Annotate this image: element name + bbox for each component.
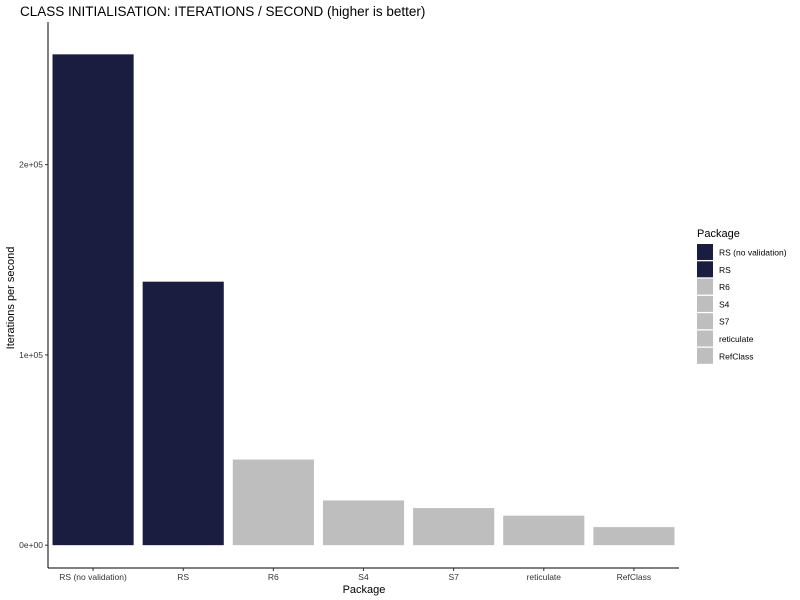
legend-key (697, 330, 713, 347)
legend-title: Package (697, 228, 740, 240)
bar-rs (142, 281, 224, 546)
y-axis-title: Iterations per second (5, 247, 17, 350)
legend-label: RS (719, 265, 731, 275)
bar-rs-no-validation (52, 54, 134, 546)
legend-label: S7 (719, 317, 730, 327)
legend-key (697, 295, 713, 312)
bar-s7 (413, 508, 495, 546)
x-tick-label: RS (177, 572, 189, 582)
legend-label: RefClass (719, 351, 753, 361)
chart-title: CLASS INITIALISATION: ITERATIONS / SECON… (20, 4, 425, 19)
x-tick-label: reticulate (527, 572, 562, 582)
legend-label: reticulate (719, 334, 754, 344)
legend-label: RS (no validation) (719, 248, 787, 258)
x-tick-label: RefClass (617, 572, 651, 582)
bar-s4 (322, 500, 405, 546)
x-tick-label: S4 (358, 572, 369, 582)
y-tick-label: 1e+05 (19, 350, 43, 360)
legend-key (697, 278, 713, 295)
x-tick-label: R6 (268, 572, 279, 582)
bar-reticulate (503, 515, 585, 546)
y-tick-label: 0e+00 (19, 540, 43, 550)
y-tick-label: 2e+05 (19, 160, 43, 170)
x-tick-group: RS (no validation) RS R6 S4 S7 reticulate RefC… (59, 568, 651, 582)
bars-group (52, 54, 675, 546)
legend-label: R6 (719, 282, 730, 292)
bar-r6 (232, 459, 314, 546)
legend-key (697, 313, 713, 330)
x-tick-label: RS (no validation) (59, 572, 127, 582)
legend-key (697, 261, 713, 278)
legend: Package RS (no validation) RS R6 S4 S7 reticu… (697, 228, 787, 364)
legend-key (697, 347, 713, 364)
x-axis-title: Package (343, 584, 386, 596)
x-tick-label: S7 (448, 572, 459, 582)
legend-items: RS (no validation) RS R6 S4 S7 reticulate RefC… (697, 244, 787, 364)
y-tick-group: 0e+00 1e+05 2e+05 (19, 160, 48, 550)
legend-label: S4 (719, 299, 730, 309)
bar-refclass (593, 527, 675, 546)
legend-key (697, 244, 713, 260)
